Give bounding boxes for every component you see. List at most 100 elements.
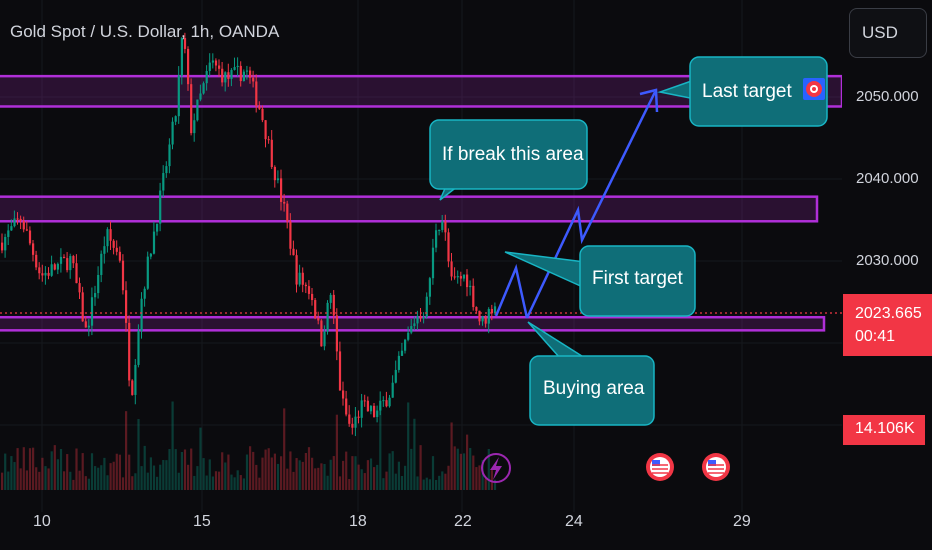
price-chart[interactable] (0, 0, 842, 512)
candle-body (171, 121, 174, 145)
volume-bar (317, 467, 320, 490)
volume-bar (146, 472, 149, 490)
volume-bar (462, 453, 466, 490)
volume-bar (252, 451, 255, 490)
volume-bar (202, 458, 205, 490)
volume-bar (249, 446, 252, 490)
candle-body (193, 120, 196, 134)
volume-bar (469, 447, 472, 490)
volume-bar (149, 457, 152, 490)
volume-bar (379, 405, 382, 490)
candle-body (379, 400, 382, 411)
candle-body (205, 71, 208, 84)
candle-body (469, 285, 472, 288)
volume-bar (283, 408, 286, 490)
volume-bar (208, 459, 211, 490)
candle-body (221, 68, 224, 83)
volume-bar (326, 475, 329, 490)
volume-bar (481, 459, 484, 490)
volume-bar (289, 451, 292, 490)
candle-body (407, 332, 410, 340)
candle-body (112, 240, 115, 248)
buying-area-box (529, 355, 655, 426)
volume-bar (369, 458, 373, 490)
x-tick-22: 22 (454, 513, 472, 530)
volume-bar (466, 434, 469, 490)
candle-body (143, 288, 146, 299)
x-tick-15: 15 (193, 513, 211, 530)
candle-body (239, 65, 242, 82)
volume-bar (304, 452, 307, 490)
candle-body (397, 355, 400, 370)
volume-bar (407, 402, 410, 490)
volume-bar (35, 467, 38, 490)
candle-body (462, 274, 466, 279)
candle-body (388, 397, 391, 407)
candle-body (245, 70, 249, 72)
candle-body (438, 229, 441, 231)
volume-bar (487, 448, 490, 490)
volume-bar (69, 471, 72, 490)
candle-body (369, 405, 373, 412)
candle-body (292, 248, 295, 256)
candle-body (16, 218, 19, 220)
candle-body (165, 166, 168, 174)
volume-bar (214, 471, 218, 490)
volume-bar (441, 471, 444, 490)
volume-bar (329, 459, 332, 490)
volume-bar (301, 461, 304, 490)
if-break-label: If break this area (442, 144, 584, 165)
candle-body (472, 285, 475, 308)
candle-body (450, 261, 453, 277)
volume-bar (332, 456, 335, 490)
volume-bar (205, 475, 208, 490)
volume-bar (4, 453, 7, 490)
target-icon (803, 78, 826, 100)
candle-body (106, 229, 109, 247)
volume-bar (25, 470, 28, 490)
volume-bar (425, 477, 428, 490)
volume-bar (190, 448, 193, 490)
candle-body (301, 272, 304, 285)
candle-body (84, 321, 87, 328)
candle-body (211, 60, 214, 63)
volume-bar (345, 451, 348, 490)
candle-body (44, 272, 47, 276)
volume-bar (267, 448, 270, 490)
candle-body (146, 256, 149, 289)
volume-bar (391, 451, 394, 490)
candle-body (149, 253, 152, 257)
candle-body (109, 229, 112, 241)
candle-body (490, 309, 493, 314)
arrow-head (639, 88, 659, 113)
volume-bar (28, 448, 32, 490)
candle-body (183, 38, 187, 49)
volume-bar (400, 475, 404, 490)
volume-bar (484, 478, 487, 490)
volume-bar (81, 453, 84, 490)
volume-bar (348, 479, 351, 490)
volume-bar (38, 471, 41, 490)
candle-body (326, 302, 329, 332)
candle-body (382, 400, 385, 402)
y-tick-2030: 2030.000 (856, 252, 919, 269)
candle-body (125, 290, 128, 323)
currency-selector[interactable]: USD (849, 8, 927, 58)
candle-body (348, 414, 351, 424)
candle-body (400, 350, 404, 356)
candle-body (428, 278, 431, 297)
candle-body (335, 315, 338, 352)
candle-body (416, 316, 419, 324)
volume-bar (121, 477, 125, 490)
candle-body (168, 144, 171, 167)
candle-body (276, 178, 280, 181)
volume-bar (472, 455, 475, 490)
volume-bar (165, 460, 168, 490)
volume-bar (140, 466, 143, 490)
volume-bar (360, 469, 363, 490)
x-tick-29: 29 (733, 513, 751, 530)
candle-body (7, 230, 10, 237)
volume-bar (435, 479, 438, 490)
volume-bar (255, 464, 258, 490)
candle-body (81, 292, 84, 322)
